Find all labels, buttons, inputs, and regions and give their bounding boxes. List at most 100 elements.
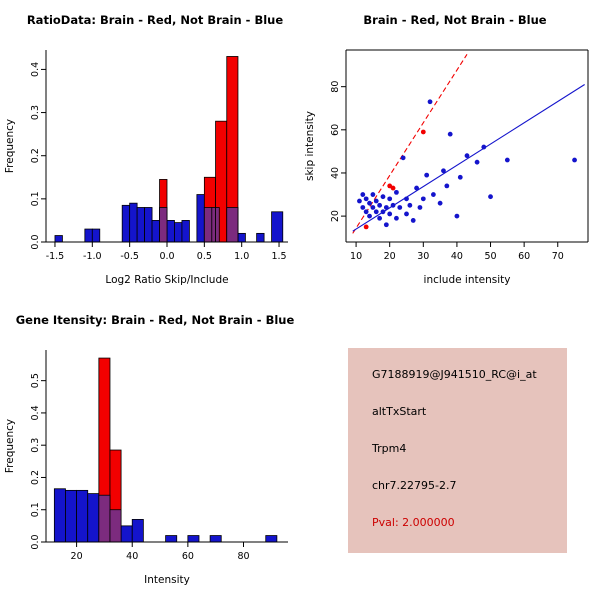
x-tick-label: 0.0 bbox=[159, 251, 174, 262]
histogram-bars-not-brain bbox=[53, 488, 278, 543]
data-point-not-brain bbox=[373, 198, 379, 204]
data-point-not-brain bbox=[441, 168, 446, 174]
data-point-not-brain bbox=[394, 215, 399, 221]
hist-bar-blue bbox=[151, 220, 160, 243]
probe-info-box: G7188919@J941510_RC@i_at altTxStart Trpm… bbox=[348, 348, 567, 553]
hist-bar-overlap bbox=[98, 494, 111, 543]
chart-title: RatioData: Brain - Red, Not Brain - Blue bbox=[26, 13, 284, 27]
data-point-not-brain bbox=[383, 222, 389, 228]
y-tick-label: 40 bbox=[330, 167, 341, 179]
data-point-not-brain bbox=[390, 202, 396, 208]
data-point-not-brain bbox=[377, 202, 383, 208]
ratio-histogram-panel: RatioData: Brain - Red, Not Brain - Blue… bbox=[0, 0, 300, 300]
data-point-not-brain bbox=[373, 209, 379, 215]
x-tick-label: 1.0 bbox=[234, 251, 249, 262]
scatter-points-not-brain bbox=[357, 99, 577, 228]
y-axis-title: Frequency bbox=[4, 119, 16, 173]
y-tick-label: 0.3 bbox=[30, 438, 41, 453]
y-tick-label: 0.4 bbox=[30, 62, 41, 77]
data-point-not-brain bbox=[437, 200, 443, 206]
hist-bar-blue bbox=[121, 204, 131, 243]
x-tick-label: 50 bbox=[484, 251, 496, 262]
hist-bar-blue bbox=[129, 202, 138, 243]
x-tick-label: 20 bbox=[384, 251, 396, 262]
data-point-not-brain bbox=[474, 159, 480, 165]
data-point-not-brain bbox=[377, 215, 383, 221]
data-point-not-brain bbox=[357, 198, 362, 204]
data-point-brain bbox=[420, 129, 426, 135]
hist-bar-blue bbox=[91, 228, 101, 243]
data-point-not-brain bbox=[444, 183, 450, 189]
gene-intensity-histogram: 20 40 60 80 0.0 0.1 0.2 0.3 0.4 0.5 Intensity Frequ… bbox=[4, 350, 288, 586]
hist-bar-blue bbox=[166, 220, 175, 243]
axes: -1.5 -1.0 -0.5 0.0 0.5 1.0 1.5 0.0 0.1 0.2 0.3 0.4 L… bbox=[4, 50, 288, 286]
y-tick-label: 0.0 bbox=[30, 234, 41, 249]
data-point-not-brain bbox=[367, 213, 372, 219]
hist-bar-blue bbox=[53, 488, 66, 543]
hist-bar-blue bbox=[131, 519, 144, 543]
data-point-not-brain bbox=[430, 192, 436, 197]
hist-bar-overlap bbox=[226, 207, 239, 243]
x-tick-label: 40 bbox=[451, 251, 463, 262]
data-point-not-brain bbox=[397, 205, 403, 210]
x-tick-label: 80 bbox=[237, 551, 249, 562]
chart-title: Gene Itensity: Brain - Red, Not Brain - … bbox=[15, 313, 295, 327]
data-point-not-brain bbox=[363, 196, 369, 202]
data-point-not-brain bbox=[410, 218, 416, 223]
intensity-scatter: 10 20 30 40 50 60 70 20 40 60 80 include intensity s… bbox=[304, 49, 589, 286]
x-tick-label: 60 bbox=[518, 251, 530, 262]
y-tick-label: 0.0 bbox=[30, 534, 41, 549]
data-point-not-brain bbox=[414, 185, 419, 191]
data-point-not-brain bbox=[488, 194, 493, 200]
x-tick-label: 10 bbox=[350, 251, 362, 262]
data-point-not-brain bbox=[424, 172, 430, 178]
hist-bar-overlap bbox=[159, 207, 168, 243]
data-point-not-brain bbox=[400, 155, 406, 161]
data-point-not-brain bbox=[387, 196, 393, 202]
y-tick-label: 0.1 bbox=[30, 502, 41, 517]
hist-bar-blue bbox=[209, 535, 222, 543]
y-tick-label: 60 bbox=[330, 124, 341, 136]
data-point-not-brain bbox=[420, 196, 426, 202]
data-point-not-brain bbox=[387, 211, 393, 217]
data-point-not-brain bbox=[407, 202, 413, 208]
hist-bar-blue bbox=[165, 535, 178, 543]
y-axis-title: skip intensity bbox=[304, 111, 316, 181]
data-point-brain bbox=[390, 185, 396, 191]
y-tick-label: 80 bbox=[330, 81, 341, 93]
data-point-not-brain bbox=[457, 174, 463, 180]
hist-bar-blue bbox=[84, 228, 93, 243]
pval-text: Pval: 2.000000 bbox=[372, 516, 455, 529]
data-point-not-brain bbox=[404, 196, 409, 202]
scatter-panel: Brain - Red, Not Brain - Blue 10 20 30 40 50… bbox=[300, 0, 600, 300]
info-panel: G7188919@J941510_RC@i_at altTxStart Trpm… bbox=[300, 300, 600, 600]
data-point-not-brain bbox=[380, 209, 386, 215]
gene-name-text: Trpm4 bbox=[372, 442, 407, 455]
y-tick-label: 0.5 bbox=[30, 373, 41, 388]
y-tick-label: 0.2 bbox=[30, 470, 41, 485]
hist-bar-overlap bbox=[203, 207, 213, 243]
axes: 20 40 60 80 0.0 0.1 0.2 0.3 0.4 0.5 Intensity Frequ… bbox=[4, 350, 288, 586]
data-point-not-brain bbox=[572, 157, 577, 163]
hist-bar-blue bbox=[65, 489, 77, 543]
data-point-not-brain bbox=[370, 205, 376, 210]
hist-bar-blue bbox=[187, 535, 200, 543]
hist-bar-blue bbox=[271, 211, 284, 243]
y-tick-label: 0.3 bbox=[30, 105, 41, 120]
x-tick-label: -1.0 bbox=[83, 251, 102, 262]
data-point-not-brain bbox=[447, 131, 453, 137]
data-point-not-brain bbox=[481, 144, 487, 150]
hist-bar-blue bbox=[87, 493, 100, 543]
y-tick-label: 20 bbox=[330, 210, 341, 222]
chart-title: Brain - Red, Not Brain - Blue bbox=[363, 13, 547, 27]
x-tick-label: 20 bbox=[71, 551, 83, 562]
histogram-bars-not-brain bbox=[54, 194, 284, 243]
y-tick-label: 0.2 bbox=[30, 148, 41, 163]
x-tick-label: 0.5 bbox=[197, 251, 212, 262]
locus-text: chr7.22795-2.7 bbox=[372, 479, 457, 492]
hist-bar-blue bbox=[256, 232, 265, 243]
hist-bar-overlap bbox=[109, 509, 122, 543]
data-point-not-brain bbox=[360, 205, 366, 210]
data-point-brain bbox=[363, 224, 369, 230]
